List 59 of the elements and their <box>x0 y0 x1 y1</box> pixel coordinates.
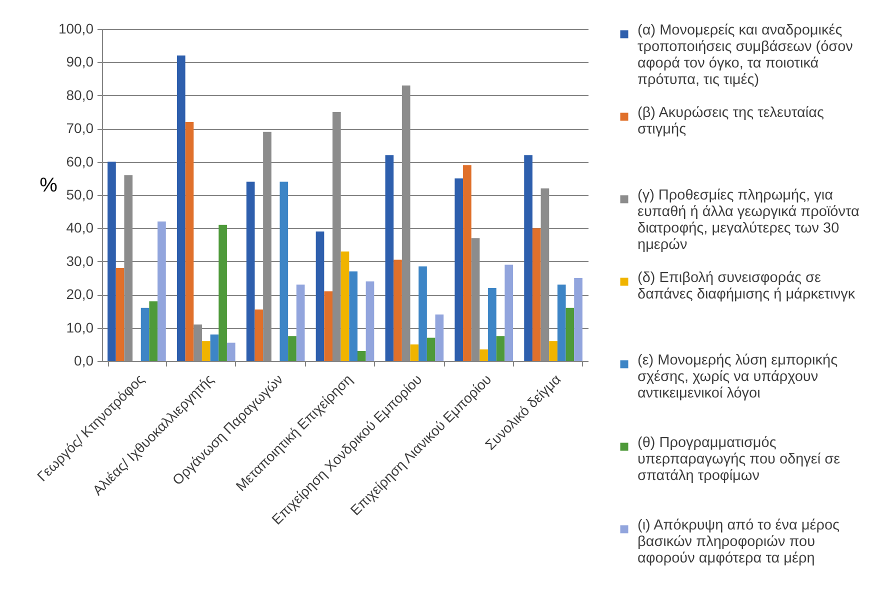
bar <box>185 122 194 361</box>
legend-label: (δ) Επιβολή συνεισφοράς σε δαπάνες διαφήμισης ή μάρκετινγκ <box>638 270 856 302</box>
bar <box>426 338 436 361</box>
legend-label: (ε) Μονομερής λύση εμπορικής σχέσης, χωρίς να υπάρχουν αντικειμενικοί λόγοι <box>638 352 838 402</box>
y-tick-label: 20,0 <box>66 286 94 302</box>
bar <box>394 260 402 361</box>
bar <box>280 182 288 361</box>
bar <box>296 284 305 361</box>
bar <box>549 341 558 361</box>
y-tick-label: 10,0 <box>66 319 94 336</box>
bar <box>202 341 210 361</box>
bar <box>532 228 541 361</box>
legend-label: (β) Ακυρώσεις της τελευταίας στιγμής <box>638 104 824 138</box>
bar <box>246 182 255 361</box>
bar <box>574 278 582 361</box>
bar <box>524 155 532 361</box>
bar <box>435 314 444 361</box>
y-tick-label: 60,0 <box>66 153 94 170</box>
bar <box>340 251 350 361</box>
bar <box>288 336 296 361</box>
bar <box>480 349 488 361</box>
bar <box>176 56 186 361</box>
bar <box>210 334 219 361</box>
bar <box>316 232 324 361</box>
y-tick-label: 40,0 <box>66 220 94 236</box>
legend-label: (ι) Απόκρυψη από το ένα μέρος βασικών πληροφοριών που αφορούν αμφότερα τα μέρη <box>638 517 840 566</box>
bar <box>226 342 236 361</box>
y-tick-label: 0,0 <box>74 352 94 368</box>
y-tick-label: 50,0 <box>66 186 94 202</box>
bar <box>149 301 158 361</box>
bar <box>116 268 124 361</box>
y-tick-label: 70,0 <box>66 120 94 136</box>
y-tick-label: 80,0 <box>66 86 94 103</box>
legend-label: (θ) Προγραμματισμός υπερπαραγωγής που οδηγεί σε σπατάλη τροφίμων <box>638 434 841 484</box>
bar <box>463 165 472 361</box>
bar <box>566 308 574 361</box>
bar <box>557 284 566 361</box>
y-tick-label: 100,0 <box>58 20 94 36</box>
bar <box>324 291 333 361</box>
bar <box>385 155 394 361</box>
bar <box>488 288 496 361</box>
bar <box>454 178 464 361</box>
bar <box>410 344 419 361</box>
bar <box>366 281 374 361</box>
y-axis-title: % <box>40 174 58 196</box>
legend-label: (γ) Προθεσμίες πληρωμής, για ευπαθή ή άλλα γεωργικά προϊόντα διατροφής, μεγαλύτερες των 30 ημερών <box>638 187 860 253</box>
bar <box>218 224 227 361</box>
bar <box>357 351 366 361</box>
bar <box>496 336 505 361</box>
y-tick-label: 30,0 <box>66 252 94 269</box>
bar <box>140 308 150 361</box>
bar <box>504 264 514 361</box>
bar <box>418 266 427 361</box>
legend-label: (α) Μονομερείς και αναδρομικές τροποποιήσεις συμβάσεων (όσον αφορά τον όγκο, τα ποιοτικά πρότυπα, τις τιμές) <box>638 22 853 88</box>
y-tick-label: 90,0 <box>66 54 94 70</box>
bar <box>108 162 116 361</box>
bar <box>349 271 358 361</box>
bar <box>254 310 264 361</box>
bar <box>158 222 166 361</box>
